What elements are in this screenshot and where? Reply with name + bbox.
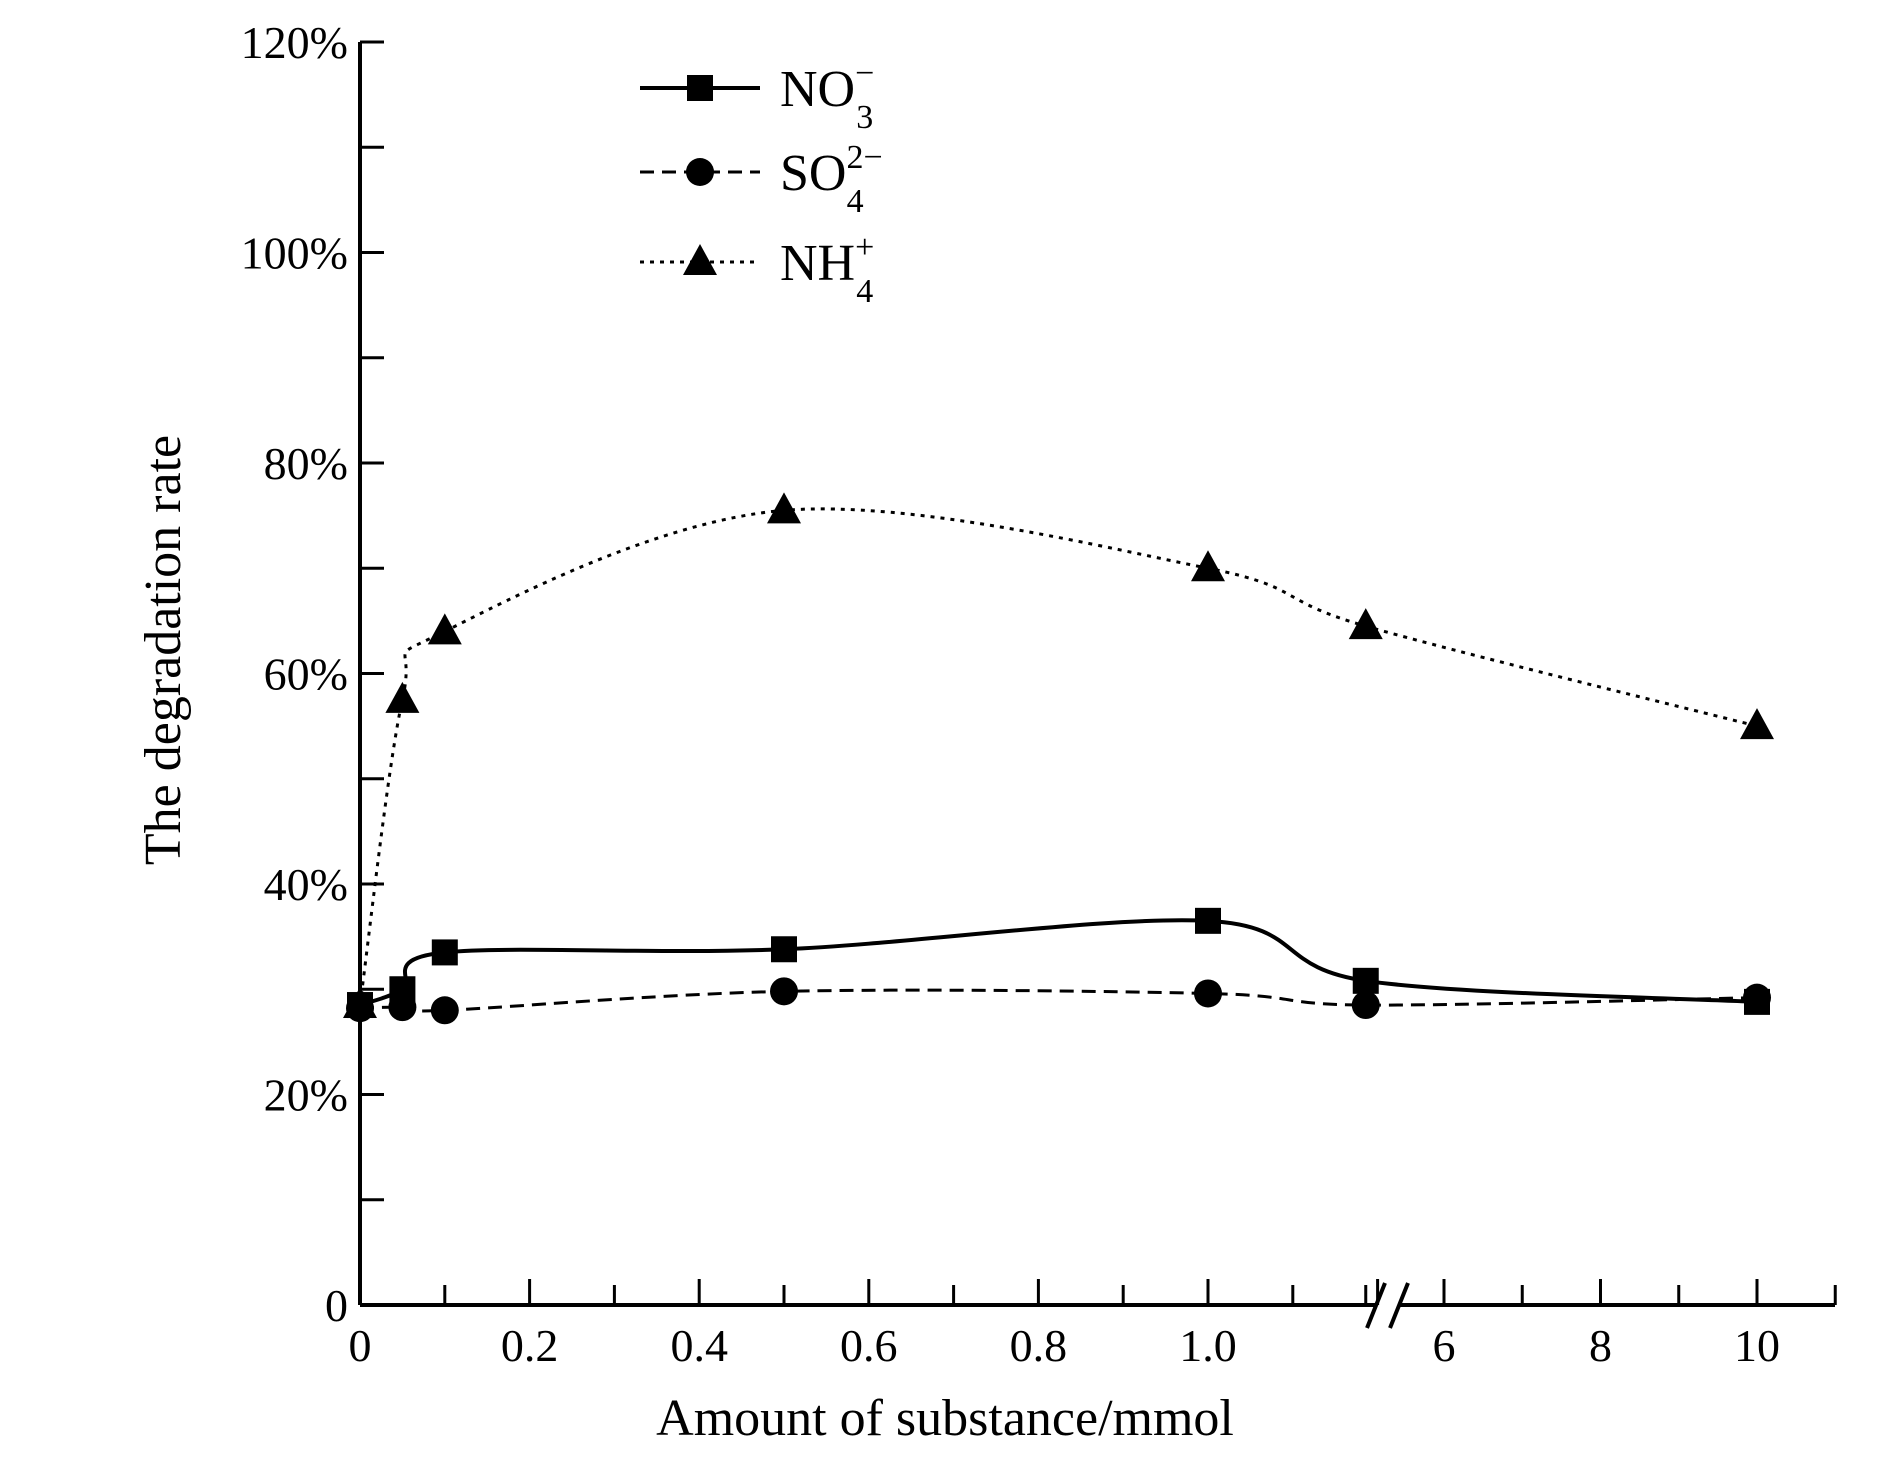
- data-point-circle: [430, 996, 459, 1025]
- data-point-square: [1195, 907, 1221, 934]
- axis-break-mark: [1365, 1282, 1387, 1329]
- axis-break-mark: [1388, 1282, 1410, 1329]
- legend-marker-triangle: [683, 244, 717, 275]
- data-point-circle: [770, 977, 798, 1006]
- data-point-triangle: [767, 492, 801, 524]
- y-axis-title: The degradation rate: [135, 435, 192, 865]
- y-tick-label: 120%: [241, 17, 348, 68]
- data-point-triangle: [427, 613, 462, 645]
- y-tick-label: 80%: [264, 438, 348, 489]
- x-tick-label: 0.8: [1010, 1320, 1068, 1371]
- data-point-triangle: [1348, 608, 1383, 640]
- legend-label: NO− 3: [780, 55, 874, 136]
- x-tick-label: 1.0: [1179, 1320, 1237, 1371]
- data-point-circle: [388, 993, 417, 1022]
- series-lines: [358, 507, 1758, 1013]
- y-tick-label: 40%: [264, 859, 348, 910]
- data-point-circle: [1194, 979, 1222, 1008]
- y-tick-label: 0: [325, 1280, 348, 1331]
- series-markers: [343, 492, 1774, 1025]
- x-tick-label: 0.2: [501, 1320, 559, 1371]
- data-point-triangle: [385, 681, 420, 713]
- data-point-circle: [1743, 983, 1771, 1012]
- data-point-triangle: [1191, 550, 1225, 582]
- data-point-square: [771, 936, 797, 963]
- x-tick-label: 0.6: [840, 1320, 898, 1371]
- series-line: [359, 918, 1758, 1007]
- legend-label: SO2− 4: [780, 139, 883, 220]
- series-line: [358, 507, 1758, 1006]
- x-tick-label: 10: [1734, 1320, 1780, 1371]
- y-tick-label: 60%: [264, 649, 348, 700]
- y-tick-label: 100%: [241, 228, 348, 279]
- legend-marker-square: [687, 75, 713, 101]
- data-point-triangle: [1740, 708, 1774, 740]
- data-point-square: [431, 939, 458, 966]
- data-point-square: [1352, 967, 1379, 994]
- x-tick-label: 6: [1433, 1320, 1456, 1371]
- data-point-circle: [1351, 991, 1380, 1020]
- data-point-triangle: [343, 987, 377, 1019]
- legend-label: NH+ 4: [780, 229, 874, 310]
- x-axis-title: Amount of substance/mmol: [656, 1390, 1234, 1447]
- axes: 0 20% 40% 60% 80% 100% 120% 0 0.2 0.4 0.6 0.8 1.0 6 8 1…: [241, 17, 1837, 1371]
- x-tick-label: 0.4: [670, 1320, 728, 1371]
- x-tick-label: 0: [349, 1320, 372, 1371]
- y-tick-label: 20%: [264, 1070, 348, 1121]
- x-tick-label: 8: [1589, 1320, 1612, 1371]
- legend-marker-circle: [686, 158, 714, 186]
